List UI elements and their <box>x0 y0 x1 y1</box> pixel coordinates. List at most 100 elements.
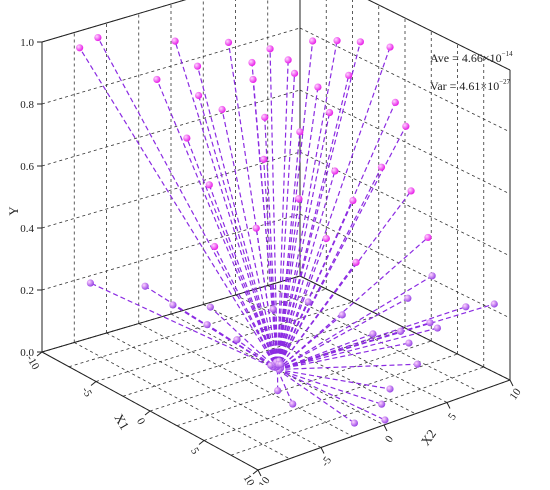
data-point <box>295 195 302 202</box>
data-point <box>169 301 176 308</box>
data-point <box>305 298 312 305</box>
center-cluster-point <box>277 361 284 368</box>
series-line <box>207 325 277 370</box>
y-tick-label: 0.6 <box>20 161 34 173</box>
data-point <box>76 44 83 51</box>
y-axis-label: Y <box>6 206 21 216</box>
data-point <box>357 38 364 45</box>
series-line <box>278 370 385 420</box>
x1-tick-label: -5 <box>79 385 94 399</box>
grid-line-back-horizontal <box>42 28 300 104</box>
data-point <box>285 56 292 63</box>
data-point <box>386 385 393 392</box>
data-point <box>233 336 240 343</box>
data-point <box>404 295 411 302</box>
series-line <box>90 283 277 369</box>
data-point <box>414 361 421 368</box>
data-point <box>326 109 333 116</box>
data-point <box>349 197 356 204</box>
data-point <box>309 37 316 44</box>
series-line <box>209 185 277 370</box>
data-point <box>207 304 214 311</box>
data-point <box>87 279 94 286</box>
y-tick-label: 0.2 <box>20 285 34 297</box>
data-point <box>351 419 358 426</box>
x1-tick-mark <box>145 411 150 415</box>
x1-tick-mark <box>253 470 258 474</box>
data-point <box>386 43 393 50</box>
y-tick-label: 0.8 <box>20 99 34 111</box>
series-line <box>278 298 408 369</box>
data-point <box>339 311 346 318</box>
data-point <box>352 259 359 266</box>
x2-tick-mark <box>510 380 513 386</box>
var-annotation: Var = 4.61×10−27 <box>430 78 511 93</box>
data-point <box>402 123 409 130</box>
x2-tick-label: 10 <box>507 386 523 402</box>
x2-axis-label: X2 <box>418 427 439 449</box>
x1-tick-label: 5 <box>188 446 201 457</box>
data-point <box>248 59 255 66</box>
data-point <box>225 39 232 46</box>
x1-tick-label: 10 <box>241 473 257 485</box>
x2-tick-label: -5 <box>319 454 334 469</box>
data-point <box>260 156 267 163</box>
data-point <box>381 416 388 423</box>
series-line <box>278 370 355 424</box>
data-point <box>206 181 213 188</box>
data-point <box>426 319 433 326</box>
series-lines <box>80 38 495 423</box>
var-text: Var = 4.61×10 <box>430 79 499 93</box>
x2-tick-label: 5 <box>446 411 459 423</box>
grid-line-side-horizontal <box>300 152 510 256</box>
data-point <box>171 38 178 45</box>
x2-tick-label: 0 <box>383 433 396 445</box>
series-line <box>278 370 390 389</box>
data-point <box>392 99 399 106</box>
data-point <box>405 339 412 346</box>
grid-line-floor-x2 <box>107 333 322 448</box>
data-point <box>323 235 330 242</box>
ave-text: Ave = 4.66×10 <box>430 51 502 65</box>
x1-tick-label: 0 <box>134 416 147 427</box>
series-line <box>278 328 438 369</box>
data-point <box>331 167 338 174</box>
series-line <box>265 117 278 369</box>
x1-tick-mark <box>199 441 204 445</box>
data-point <box>142 283 149 290</box>
y-tick-label: 0.4 <box>20 223 34 235</box>
data-point <box>153 76 160 83</box>
y-tick-label: 1.0 <box>20 37 34 49</box>
grid-line-back-horizontal <box>42 214 300 290</box>
series-line <box>175 41 277 369</box>
data-point <box>314 83 321 90</box>
data-point <box>218 106 225 113</box>
data-point <box>183 134 190 141</box>
data-point <box>407 187 414 194</box>
data-point <box>274 387 281 394</box>
var-exponent: −27 <box>499 78 510 86</box>
data-point <box>462 303 469 310</box>
data-point <box>378 401 385 408</box>
series-line <box>278 343 409 369</box>
x2-tick-mark <box>258 470 261 476</box>
series-line <box>80 48 278 370</box>
series-line <box>157 79 278 369</box>
data-point <box>270 306 277 313</box>
data-point <box>291 70 298 77</box>
x1-axis-label: X1 <box>111 411 132 432</box>
data-point <box>378 164 385 171</box>
ave-annotation: Ave = 4.66×10−14 <box>430 50 513 65</box>
data-point <box>266 45 273 52</box>
data-point <box>491 300 498 307</box>
series-line <box>187 138 278 369</box>
data-point <box>211 243 218 250</box>
data-point <box>253 225 260 232</box>
data-point <box>249 76 256 83</box>
x2-tick-mark <box>447 403 450 409</box>
data-point <box>296 128 303 135</box>
data-point <box>424 234 431 241</box>
data-point <box>369 330 376 337</box>
